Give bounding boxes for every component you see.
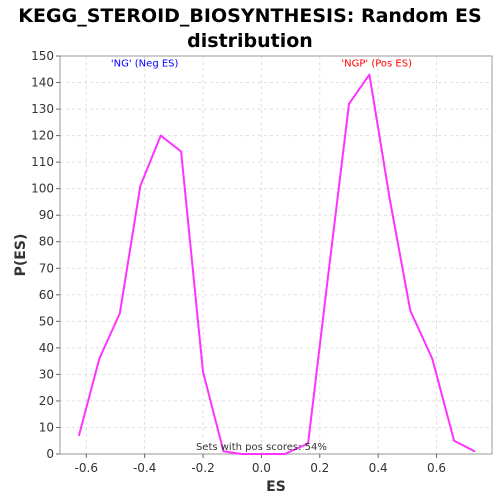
data-point (348, 103, 350, 105)
y-tick-label: 130 (31, 102, 54, 116)
tick-layer: 0 10 20 30 40 50 60 70 80 90 100 110 120 130 140 150 -0.… (31, 49, 446, 475)
y-tick-label: 40 (39, 341, 54, 355)
data-point (453, 439, 455, 442)
y-tick-label: 150 (31, 49, 54, 63)
plot-area (59, 55, 493, 455)
data-point (119, 312, 121, 315)
y-tick-label: 110 (31, 155, 54, 169)
data-point (260, 453, 263, 455)
data-point (368, 73, 371, 76)
y-tick-label: 10 (39, 420, 54, 434)
data-point (78, 434, 80, 437)
annotation: 'NGP' (Pos ES) (341, 59, 412, 70)
y-tick-label: 0 (46, 447, 54, 461)
series-layer (78, 73, 476, 455)
x-tick-label: 0.6 (427, 461, 446, 475)
y-tick-label: 140 (31, 76, 54, 90)
y-tick-label: 30 (39, 367, 54, 381)
y-tick-label: 50 (39, 314, 54, 328)
data-point (389, 198, 391, 201)
series-line (78, 73, 475, 455)
data-point (139, 185, 142, 187)
y-tick-label: 20 (39, 394, 54, 408)
x-tick-label: 0.2 (310, 461, 329, 475)
data-point (284, 453, 286, 455)
data-point (240, 453, 242, 455)
x-axis-label: ES (266, 479, 286, 495)
y-tick-label: 100 (31, 182, 54, 196)
data-point (409, 309, 412, 312)
annotation: 'NG' (Neg ES) (111, 59, 179, 70)
data-point (202, 370, 204, 373)
y-tick-label: 80 (39, 235, 54, 249)
annotation: Sets with pos scores: 54% (196, 442, 327, 453)
x-tick-label: -0.2 (191, 461, 214, 475)
y-axis-label: P(ES) (13, 234, 29, 277)
data-point (222, 450, 225, 453)
data-point (159, 134, 162, 137)
chart-title: KEGG_STEROID_BIOSYNTHESIS: Random ES dis… (18, 5, 482, 52)
grid-layer (60, 55, 492, 455)
y-tick-label: 60 (39, 288, 54, 302)
y-tick-label: 120 (31, 129, 54, 143)
data-point (98, 357, 101, 360)
data-point (180, 150, 182, 153)
y-tick-label: 90 (39, 208, 54, 222)
x-tick-label: -0.6 (75, 461, 98, 475)
data-point (326, 283, 328, 286)
x-tick-label: 0.4 (369, 461, 388, 475)
data-point (431, 357, 434, 360)
annotation-layer: 'NG' (Neg ES) 'NGP' (Pos ES) Sets with pos… (111, 59, 412, 453)
data-point (473, 450, 476, 453)
x-tick-label: 0.0 (252, 461, 271, 475)
y-tick-label: 70 (39, 261, 54, 275)
data-point (307, 442, 309, 445)
x-tick-label: -0.4 (133, 461, 156, 475)
